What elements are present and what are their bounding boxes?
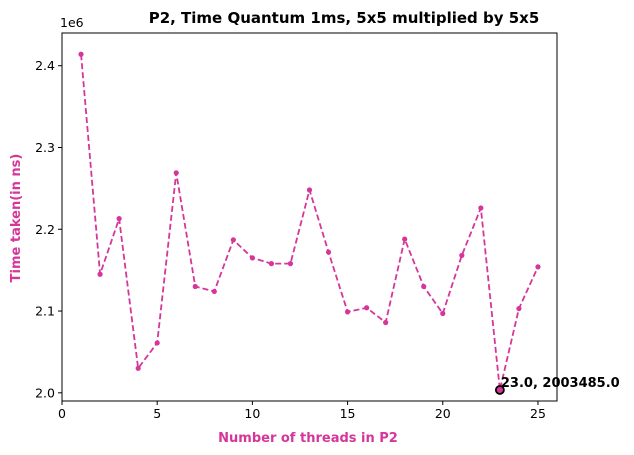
- y-tick-label: 2.3: [35, 140, 55, 155]
- min-point-annotation: 23.0, 2003485.0: [501, 376, 620, 391]
- data-point: [421, 283, 427, 290]
- data-point: [344, 309, 351, 315]
- series-group: [78, 51, 541, 395]
- x-tick-label: 20: [435, 406, 451, 421]
- chart-title: P2, Time Quantum 1ms, 5x5 multiplied by …: [149, 9, 540, 27]
- data-point: [211, 288, 217, 295]
- y-tick-label: 2.2: [35, 222, 55, 237]
- x-tick-label: 0: [58, 406, 66, 421]
- data-point: [249, 255, 255, 261]
- data-point: [364, 305, 370, 311]
- y-axis-label: Time taken(in ns): [9, 154, 24, 283]
- data-point: [173, 170, 179, 176]
- x-axis-label: Number of threads in P2: [218, 431, 398, 446]
- data-point: [116, 216, 122, 222]
- data-point: [535, 264, 541, 270]
- y-tick-label: 2.0: [35, 385, 55, 400]
- data-point: [459, 252, 465, 259]
- x-tick-label: 10: [244, 406, 260, 421]
- data-point: [287, 261, 294, 267]
- data-point: [325, 249, 332, 255]
- x-tick-label: 15: [340, 406, 356, 421]
- data-point: [440, 310, 446, 317]
- axes-frame: [61, 32, 558, 402]
- data-point: [97, 271, 103, 277]
- y-axis-offset-label: 1e6: [60, 15, 84, 30]
- x-tick-label: 5: [153, 406, 161, 421]
- data-point: [230, 237, 236, 243]
- data-point: [268, 261, 275, 267]
- data-point: [78, 51, 84, 57]
- x-axis: 0 5 10 15 20 25: [58, 401, 546, 421]
- y-tick-label: 2.4: [35, 58, 55, 73]
- data-point: [383, 319, 389, 326]
- data-point: [478, 205, 484, 211]
- y-tick-label: 2.1: [35, 304, 55, 319]
- min-point-marker: [494, 385, 505, 395]
- data-point: [516, 305, 522, 312]
- data-point: [154, 340, 160, 346]
- y-axis: 2.0 2.1 2.2 2.3 2.4: [35, 58, 62, 400]
- data-point: [402, 236, 408, 242]
- x-tick-label: 25: [530, 406, 546, 421]
- series-line: [80, 54, 539, 391]
- data-point: [135, 365, 141, 371]
- data-point: [192, 283, 198, 290]
- plot-area: [61, 32, 558, 402]
- data-point: [306, 187, 313, 193]
